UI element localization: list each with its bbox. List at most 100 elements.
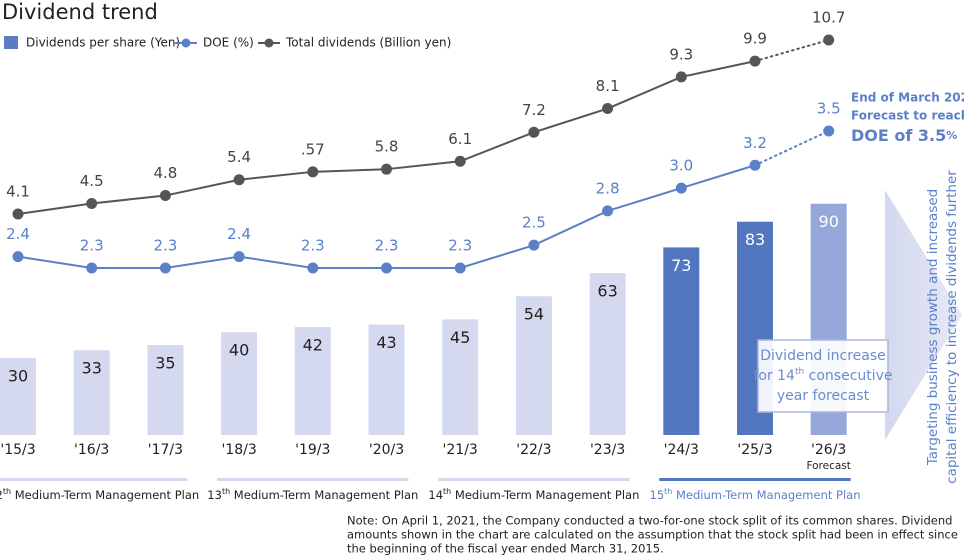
note-text: the beginning of the fiscal year ended M… bbox=[347, 542, 664, 556]
point-value-label: 4.5 bbox=[80, 172, 104, 190]
annotation-text: DOE of 3.5 bbox=[851, 126, 946, 145]
bar-value-label: 45 bbox=[450, 328, 470, 347]
point-value-label: 9.3 bbox=[669, 45, 693, 63]
plan-label: 15th Medium-Term Management Plan bbox=[650, 487, 861, 502]
annotation-text: DOE of 3.5% bbox=[851, 126, 957, 145]
plan-number: 13 bbox=[207, 488, 222, 502]
point-value-label: 2.3 bbox=[375, 237, 399, 255]
point-value-label: 10.7 bbox=[812, 9, 845, 27]
x-tick-label: '25/3 bbox=[737, 442, 772, 458]
bar-value-label: 73 bbox=[671, 256, 691, 275]
plan-sup: th bbox=[664, 487, 672, 496]
point bbox=[602, 205, 614, 217]
bar bbox=[663, 247, 700, 435]
point bbox=[12, 251, 24, 263]
bars bbox=[0, 203, 847, 435]
point-value-label: 5.8 bbox=[375, 138, 399, 156]
point bbox=[454, 262, 466, 274]
point-value-label: 2.8 bbox=[596, 179, 620, 197]
box-annotation: Dividend increase for 14th consecutive y… bbox=[753, 348, 892, 404]
annotation-unit: % bbox=[946, 129, 957, 142]
forecast-line bbox=[754, 39, 830, 63]
point-value-label: 3.5 bbox=[817, 100, 841, 118]
point-value-label: 6.1 bbox=[448, 130, 472, 148]
annotation-text: Dividend increase bbox=[760, 348, 886, 364]
point-value-label: 3.0 bbox=[669, 157, 693, 175]
bar bbox=[294, 327, 331, 435]
point-value-label: 2.4 bbox=[227, 225, 251, 243]
bar-value-label: 83 bbox=[745, 230, 765, 249]
annotation-text: year forecast bbox=[777, 388, 870, 404]
point bbox=[823, 34, 835, 46]
point-value-label: 8.1 bbox=[596, 77, 620, 95]
point-value-label: 2.3 bbox=[301, 237, 325, 255]
chart-title: Dividend trend bbox=[2, 0, 158, 24]
legend-label: Dividends per share (Yen) bbox=[26, 36, 180, 50]
lines bbox=[12, 34, 835, 274]
bar bbox=[515, 296, 552, 435]
x-tick-label: '26/3 bbox=[811, 442, 846, 458]
point-value-label: 3.2 bbox=[743, 134, 767, 152]
legend-label: Total dividends (Billion yen) bbox=[285, 36, 451, 50]
plan-sup: th bbox=[222, 487, 230, 496]
plan-label: 12th Medium-Term Management Plan bbox=[0, 487, 199, 502]
arrow-text: Targeting business growth and increased bbox=[925, 189, 941, 467]
annotation-text: consecutive bbox=[804, 368, 892, 384]
bar-value-label: 35 bbox=[155, 354, 175, 373]
point-value-label: 2.3 bbox=[80, 237, 104, 255]
plan-bar bbox=[0, 478, 188, 481]
bar-value-label: 63 bbox=[597, 282, 617, 301]
note-text: Note: On April 1, 2021, the Company cond… bbox=[347, 514, 952, 528]
point bbox=[381, 163, 392, 175]
point bbox=[12, 208, 24, 220]
bar bbox=[0, 357, 36, 435]
bar-value-label: 90 bbox=[819, 212, 839, 231]
annotation-text: End of March 2026 bbox=[851, 91, 964, 105]
plan-text: Medium-Term Management Plan bbox=[672, 488, 860, 502]
point bbox=[159, 262, 171, 274]
forecast-label: Forecast bbox=[806, 460, 850, 472]
point bbox=[823, 125, 835, 137]
plan-text: Medium-Term Management Plan bbox=[451, 488, 639, 502]
point bbox=[233, 251, 245, 263]
point bbox=[454, 155, 466, 167]
point-value-label: .57 bbox=[301, 140, 325, 158]
point bbox=[86, 262, 98, 274]
arrow-text: capital efficiency to increase dividends… bbox=[944, 170, 960, 484]
point bbox=[675, 71, 687, 83]
point-value-label: 5.4 bbox=[227, 148, 251, 166]
point bbox=[233, 174, 245, 186]
plan-bar bbox=[659, 478, 851, 481]
legend-swatch bbox=[4, 36, 18, 49]
bar-value-label: 43 bbox=[376, 333, 396, 352]
point-value-label: 9.9 bbox=[743, 30, 767, 48]
plan-label: 13th Medium-Term Management Plan bbox=[207, 487, 418, 502]
x-tick-label: '17/3 bbox=[148, 442, 183, 458]
annotation-text: for 14th consecutive bbox=[753, 367, 892, 385]
point bbox=[602, 103, 614, 115]
point bbox=[381, 262, 392, 274]
x-tick-label: '24/3 bbox=[664, 442, 699, 458]
bar bbox=[221, 332, 258, 435]
point bbox=[159, 190, 171, 202]
legend-label: DOE (%) bbox=[203, 36, 254, 50]
doe-annotation: End of March 2026 Forecast to reach DOE … bbox=[851, 91, 964, 145]
forecast-line bbox=[754, 130, 830, 167]
point-value-label: 7.2 bbox=[522, 101, 546, 119]
plan-text: Medium-Term Management Plan bbox=[11, 488, 199, 502]
point bbox=[307, 262, 319, 274]
point bbox=[528, 126, 540, 138]
bar-value-label: 33 bbox=[82, 359, 102, 378]
point bbox=[675, 182, 687, 194]
x-tick-label: '15/3 bbox=[0, 442, 35, 458]
legend: Dividends per share (Yen) DOE (%) Total di… bbox=[4, 36, 451, 50]
point bbox=[528, 239, 540, 251]
plan-bar bbox=[217, 478, 409, 481]
point-value-label: 2.4 bbox=[6, 225, 30, 243]
plan-number: 15 bbox=[650, 488, 665, 502]
point-value-label: 4.1 bbox=[6, 183, 30, 201]
x-tick-label: '19/3 bbox=[295, 442, 330, 458]
arrow bbox=[885, 190, 962, 440]
